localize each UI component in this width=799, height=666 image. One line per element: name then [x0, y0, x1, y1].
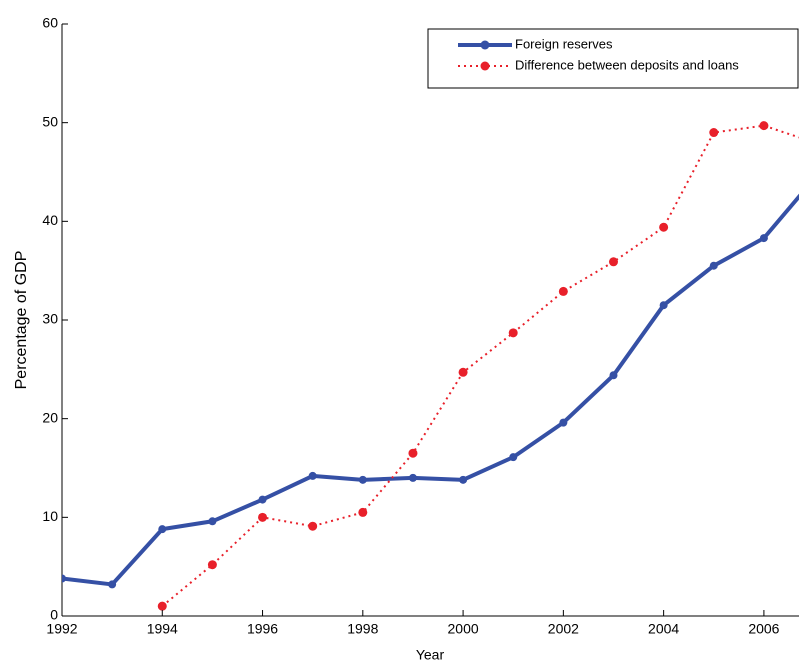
data-point [158, 525, 167, 534]
data-point [458, 367, 468, 377]
data-point [559, 418, 568, 427]
data-point [709, 128, 719, 138]
legend-label: Foreign reserves [515, 36, 613, 51]
data-point [609, 371, 618, 380]
y-axis-label: Percentage of GDP [13, 251, 30, 390]
plot-area [62, 121, 799, 611]
data-point [308, 521, 318, 531]
data-point [208, 517, 217, 526]
y-tick-label: 0 [50, 607, 58, 623]
data-point [659, 222, 669, 232]
data-point [558, 286, 568, 296]
x-tick-label: 2002 [548, 621, 579, 637]
data-point [659, 301, 668, 310]
data-point [759, 234, 768, 243]
x-tick-label: 1996 [247, 621, 278, 637]
data-point [608, 257, 618, 267]
x-tick-label: 2004 [648, 621, 679, 637]
series-line [62, 193, 799, 587]
data-point [308, 471, 317, 480]
data-point [508, 328, 518, 338]
data-point [408, 448, 418, 458]
series-line [161, 124, 799, 607]
data-point [258, 512, 268, 522]
legend-marker [480, 40, 490, 50]
legend-marker [480, 61, 490, 71]
x-tick-label: 2006 [748, 621, 779, 637]
data-point [108, 580, 117, 589]
data-point [358, 475, 367, 484]
legend-label: Difference between deposits and loans [515, 57, 739, 72]
data-point [62, 574, 66, 583]
x-axis-label: Year [416, 647, 445, 663]
data-point [509, 453, 518, 462]
data-point [207, 560, 217, 570]
data-point [408, 473, 417, 482]
x-tick-label: 1998 [347, 621, 378, 637]
y-tick-label: 60 [42, 15, 58, 31]
y-tick-label: 30 [42, 311, 58, 327]
data-point [258, 495, 267, 504]
x-tick-label: 1994 [147, 621, 178, 637]
y-tick-label: 40 [42, 212, 58, 228]
data-point [709, 261, 718, 270]
data-point [459, 475, 468, 484]
x-tick-label: 1992 [46, 621, 77, 637]
y-tick-label: 20 [42, 409, 58, 425]
data-point [358, 507, 368, 517]
y-tick-label: 10 [42, 508, 58, 524]
y-tick-label: 50 [42, 113, 58, 129]
legend [427, 28, 799, 89]
x-tick-label: 2000 [448, 621, 479, 637]
data-point [157, 601, 167, 611]
data-point [759, 121, 769, 131]
